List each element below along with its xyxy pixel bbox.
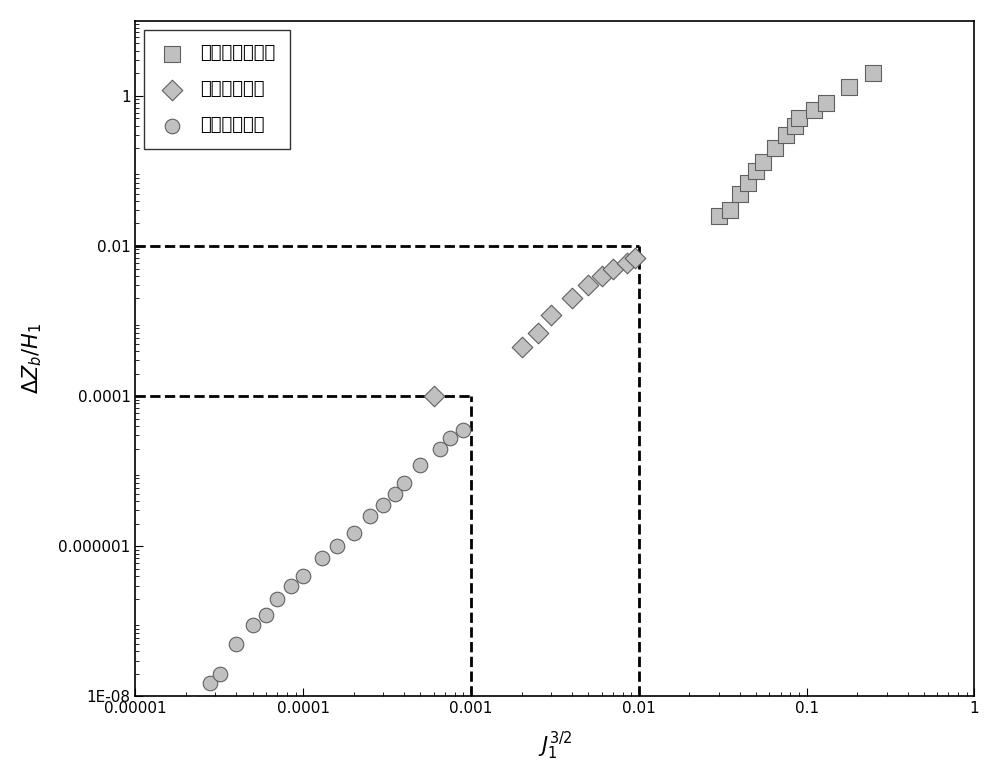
山洪洪水灾害 [432, 442, 448, 455]
山洪洪水灾害 [202, 677, 218, 690]
山洪洪水灾害 [212, 668, 228, 680]
山洪洪水灾害 [329, 540, 345, 553]
山洪水沙灾害 [514, 341, 530, 353]
山洪泥石流灾害 [791, 112, 807, 124]
山洪洪水灾害 [455, 424, 471, 437]
山洪泥石流灾害 [722, 204, 738, 216]
X-axis label: $J_1^{3/2}$: $J_1^{3/2}$ [538, 731, 572, 762]
山洪洪水灾害 [157, 713, 173, 725]
山洪泥石流灾害 [787, 120, 803, 132]
山洪洪水灾害 [170, 720, 186, 733]
山洪水沙灾害 [594, 269, 610, 282]
山洪泥石流灾害 [841, 81, 857, 94]
山洪洪水灾害 [269, 593, 285, 605]
山洪水沙灾害 [530, 327, 546, 339]
山洪泥石流灾害 [711, 210, 727, 222]
山洪泥石流灾害 [740, 176, 756, 189]
山洪洪水灾害 [185, 698, 201, 710]
山洪洪水灾害 [283, 579, 299, 592]
山洪水沙灾害 [605, 262, 621, 275]
山洪水沙灾害 [564, 292, 580, 305]
山洪洪水灾害 [442, 431, 458, 444]
山洪泥石流灾害 [818, 97, 834, 110]
山洪洪水灾害 [258, 609, 274, 622]
山洪泥石流灾害 [865, 67, 881, 80]
山洪水沙灾害 [619, 256, 635, 269]
山洪洪水灾害 [245, 619, 261, 631]
山洪洪水灾害 [295, 570, 311, 583]
山洪水沙灾害 [426, 390, 442, 402]
山洪水沙灾害 [543, 309, 559, 321]
山洪洪水灾害 [346, 527, 362, 539]
山洪泥石流灾害 [748, 164, 764, 177]
山洪洪水灾害 [396, 477, 412, 489]
山洪泥石流灾害 [767, 142, 783, 154]
山洪泥石流灾害 [755, 156, 771, 168]
山洪泥石流灾害 [778, 129, 794, 142]
山洪洪水灾害 [387, 488, 403, 500]
山洪洪水灾害 [362, 511, 378, 523]
山洪洪水灾害 [314, 552, 330, 565]
山洪泥石流灾害 [732, 187, 748, 200]
山洪泥石流灾害 [806, 103, 822, 116]
山洪洪水灾害 [141, 730, 157, 742]
Y-axis label: $\Delta Z_b/H_1$: $\Delta Z_b/H_1$ [21, 323, 44, 394]
山洪洪水灾害 [412, 459, 428, 471]
山洪水沙灾害 [627, 251, 643, 264]
山洪洪水灾害 [375, 500, 391, 512]
Legend: 山洪泥石流灾害, 山洪水沙灾害, 山洪洪水灾害: 山洪泥石流灾害, 山洪水沙灾害, 山洪洪水灾害 [144, 30, 290, 149]
山洪水沙灾害 [580, 279, 596, 291]
山洪洪水灾害 [228, 637, 244, 650]
